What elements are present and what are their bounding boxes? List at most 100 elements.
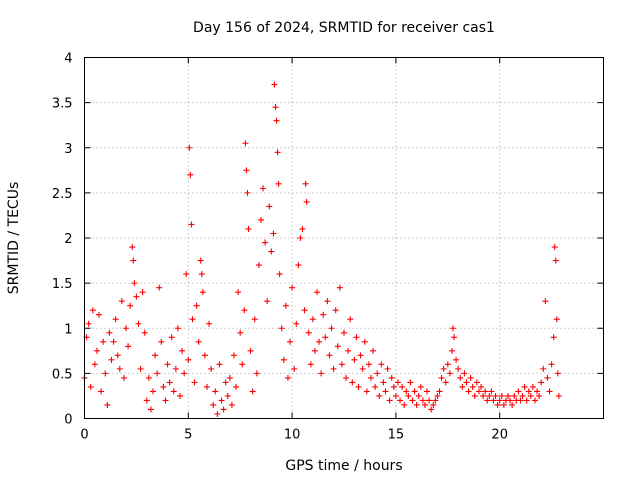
data-point [311,347,318,354]
data-point [96,311,103,318]
data-point [270,230,277,237]
data-point [189,316,196,323]
data-point [415,392,422,399]
data-point [430,401,437,408]
data-point [478,383,485,390]
data-point [490,397,497,404]
data-point [193,302,200,309]
y-tick-label: 2 [64,232,72,247]
data-point [218,397,225,404]
data-point [380,379,387,386]
data-point [87,383,94,390]
data-point [197,257,204,264]
data-point [336,284,343,291]
data-point [293,320,300,327]
data-point [453,356,460,363]
data-point [185,356,192,363]
data-point [137,365,144,372]
data-point [417,383,424,390]
y-tick-label: 2.5 [52,187,73,202]
data-point [550,334,557,341]
data-point [244,189,251,196]
data-point [463,379,470,386]
data-point [188,221,195,228]
data-point [426,397,433,404]
data-point [249,388,256,395]
data-point [434,392,441,399]
data-point [230,352,237,359]
data-point [241,307,248,314]
data-point [114,352,121,359]
data-point [247,347,254,354]
data-point [203,383,210,390]
data-point [529,383,536,390]
chart-title: Day 156 of 2024, SRMTID for receiver cas… [193,20,495,36]
data-point [93,347,100,354]
data-point [469,383,476,390]
data-point [442,379,449,386]
data-point [110,338,117,345]
y-tick-label: 0.5 [52,367,73,382]
data-point [251,316,258,323]
data-point [345,347,352,354]
data-point [228,401,235,408]
data-point [318,370,325,377]
data-point [500,401,507,408]
data-point [100,338,107,345]
data-point [291,365,298,372]
data-point [521,383,528,390]
data-point [544,374,551,381]
data-point [284,374,291,381]
data-point [455,365,462,372]
data-point [301,307,308,314]
data-point [266,203,273,210]
data-point [235,289,242,296]
data-point [399,383,406,390]
x-tick-label: 20 [491,428,508,443]
data-point [162,397,169,404]
data-point [519,392,526,399]
data-point [85,320,92,327]
data-point [436,388,443,395]
data-point [322,334,329,341]
grid-lines [84,57,604,419]
series-srmtid [81,81,562,417]
data-point [125,343,132,350]
data-point [271,81,278,88]
data-point [515,388,522,395]
data-point [467,374,474,381]
data-point [370,347,377,354]
data-point [233,383,240,390]
data-point [130,257,137,264]
data-point [552,257,559,264]
data-point [548,361,555,368]
data-point [505,392,512,399]
x-tick-label: 5 [184,428,192,443]
data-point [401,401,408,408]
data-point [102,370,109,377]
data-point [492,392,499,399]
data-point [260,185,267,192]
data-point [511,392,518,399]
data-point [208,365,215,372]
data-point [262,239,269,246]
data-point [123,325,130,332]
data-point [338,361,345,368]
data-point [106,329,113,336]
data-point [237,329,244,336]
data-point [392,392,399,399]
data-point [542,298,549,305]
data-point [473,379,480,386]
data-point [154,370,161,377]
data-point [314,289,321,296]
data-point [172,365,179,372]
data-point [187,171,194,178]
data-point [224,392,231,399]
data-point [174,325,181,332]
data-point [372,383,379,390]
x-tick-label: 10 [284,428,301,443]
data-point [403,388,410,395]
data-point [210,401,217,408]
data-point [152,352,159,359]
